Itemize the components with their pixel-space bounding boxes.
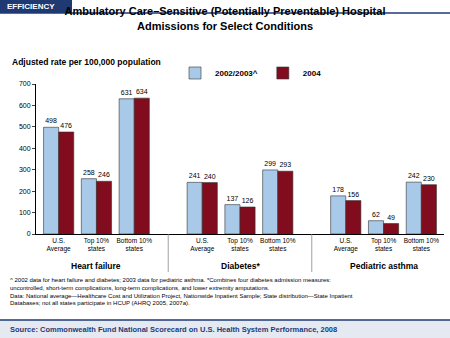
- svg-text:258: 258: [83, 169, 95, 176]
- svg-text:299: 299: [264, 160, 276, 167]
- svg-text:^ 2002 data for heart failure: ^ 2002 data for heart failure and diabet…: [10, 277, 353, 306]
- svg-text:2002/2003^: 2002/2003^: [215, 69, 258, 78]
- svg-text:230: 230: [423, 175, 435, 182]
- svg-text:Bottom 10%states: Bottom 10%states: [117, 237, 153, 252]
- svg-text:400: 400: [19, 145, 31, 152]
- svg-text:631: 631: [121, 89, 133, 96]
- svg-text:Heart failure: Heart failure: [71, 261, 121, 271]
- svg-text:500: 500: [19, 123, 31, 130]
- svg-text:Diabetes*: Diabetes*: [221, 261, 260, 271]
- svg-text:Bottom 10%states: Bottom 10%states: [404, 237, 440, 252]
- svg-text:62: 62: [372, 211, 380, 218]
- svg-text:200: 200: [19, 188, 31, 195]
- svg-text:Ambulatory Care–Sensitive (Pot: Ambulatory Care–Sensitive (Potentially P…: [65, 5, 386, 31]
- svg-text:Top 10%states: Top 10%states: [227, 237, 253, 252]
- svg-text:700: 700: [19, 80, 31, 87]
- svg-text:242: 242: [408, 172, 420, 179]
- svg-text:293: 293: [279, 161, 291, 168]
- svg-text:Bottom 10%states: Bottom 10%states: [260, 237, 296, 252]
- svg-text:241: 241: [189, 172, 201, 179]
- svg-text:246: 246: [98, 171, 110, 178]
- svg-text:634: 634: [136, 88, 148, 95]
- svg-text:100: 100: [19, 209, 31, 216]
- svg-text:EFFICIENCY: EFFICIENCY: [7, 2, 55, 11]
- svg-text:49: 49: [387, 214, 395, 221]
- svg-text:178: 178: [332, 186, 344, 193]
- svg-text:U.S.Average: U.S.Average: [47, 237, 71, 253]
- svg-text:137: 137: [227, 195, 239, 202]
- svg-text:126: 126: [242, 197, 254, 204]
- svg-text:476: 476: [60, 122, 72, 129]
- svg-text:U.S.Average: U.S.Average: [334, 237, 358, 253]
- svg-text:Adjusted rate per 100,000 popu: Adjusted rate per 100,000 population: [12, 57, 161, 67]
- svg-text:U.S.Average: U.S.Average: [190, 237, 214, 253]
- svg-text:300: 300: [19, 166, 31, 173]
- svg-text:Source: Commonwealth Fund Nati: Source: Commonwealth Fund National Score…: [10, 325, 337, 334]
- svg-text:498: 498: [45, 117, 57, 124]
- svg-text:156: 156: [347, 191, 359, 198]
- svg-text:Top 10%states: Top 10%states: [84, 237, 110, 252]
- svg-text:Pediatric asthma: Pediatric asthma: [350, 261, 418, 271]
- svg-text:240: 240: [204, 173, 216, 180]
- svg-text:0: 0: [27, 230, 31, 237]
- svg-text:600: 600: [19, 102, 31, 109]
- svg-text:2004: 2004: [303, 69, 321, 78]
- svg-text:Top 10%states: Top 10%states: [371, 237, 397, 252]
